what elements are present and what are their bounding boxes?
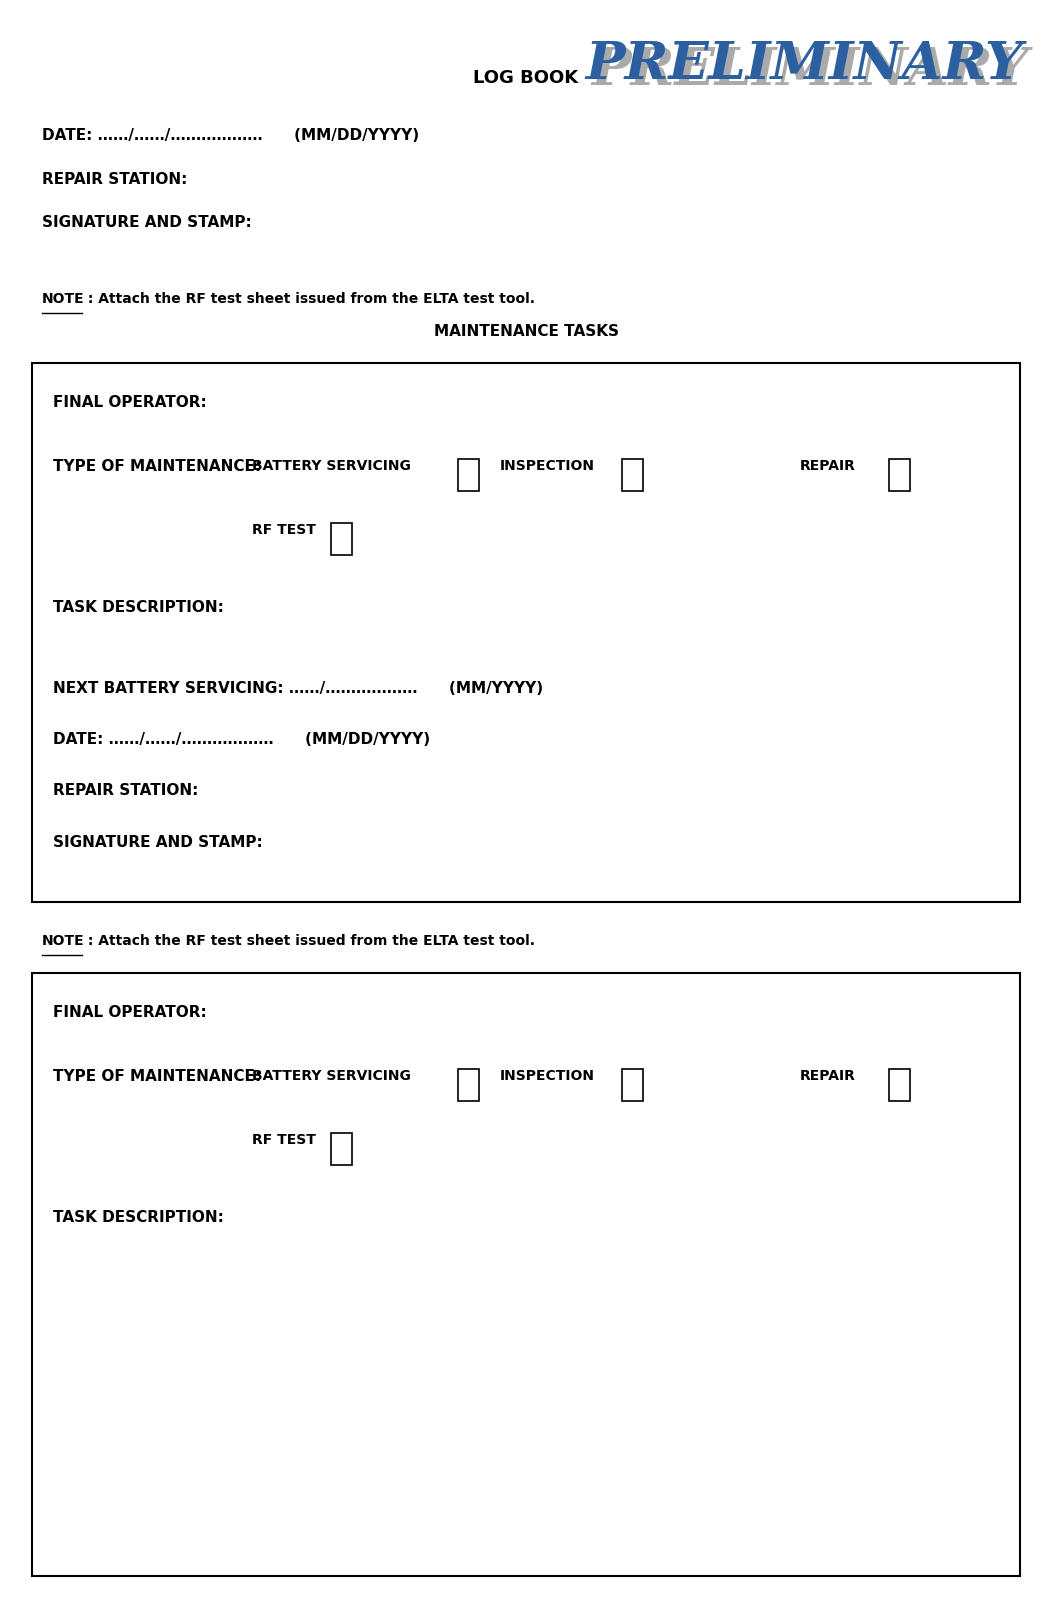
Text: : Attach the RF test sheet issued from the ELTA test tool.: : Attach the RF test sheet issued from t… [83,292,535,307]
Bar [458,1069,479,1101]
Text: DATE: ……/……/………………      (MM/DD/YYYY): DATE: ……/……/……………… (MM/DD/YYYY) [42,128,419,143]
Text: RF TEST: RF TEST [252,1133,317,1148]
Text: REPAIR: REPAIR [800,1069,855,1083]
Text: SIGNATURE AND STAMP:: SIGNATURE AND STAMP: [42,215,251,230]
Text: RF TEST: RF TEST [252,523,317,538]
Bar [331,1133,352,1165]
Text: TASK DESCRIPTION:: TASK DESCRIPTION: [53,600,223,615]
Text: TYPE OF MAINTENANCE:: TYPE OF MAINTENANCE: [53,459,261,473]
Text: MAINTENANCE TASKS: MAINTENANCE TASKS [433,324,619,339]
Text: REPAIR: REPAIR [800,459,855,473]
Text: BATTERY SERVICING: BATTERY SERVICING [252,1069,411,1083]
Text: PRELIMINARY: PRELIMINARY [591,45,1029,96]
Bar [458,459,479,491]
Text: SIGNATURE AND STAMP:: SIGNATURE AND STAMP: [53,835,262,849]
Text: TASK DESCRIPTION:: TASK DESCRIPTION: [53,1210,223,1225]
Bar [32,363,1020,902]
Text: BATTERY SERVICING: BATTERY SERVICING [252,459,411,473]
Text: NEXT BATTERY SERVICING: ……/………………      (MM/YYYY): NEXT BATTERY SERVICING: ……/……………… (MM/YY… [53,681,543,695]
Text: FINAL OPERATOR:: FINAL OPERATOR: [53,395,206,409]
Text: TYPE OF MAINTENANCE:: TYPE OF MAINTENANCE: [53,1069,261,1083]
Bar [889,459,910,491]
Text: NOTE: NOTE [42,292,85,307]
Bar [32,973,1020,1576]
Text: INSPECTION: INSPECTION [500,459,594,473]
Text: LOG BOOK: LOG BOOK [473,69,579,87]
Bar [331,523,352,555]
Bar [622,1069,643,1101]
Text: REPAIR STATION:: REPAIR STATION: [53,783,198,798]
Text: DATE: ……/……/………………      (MM/DD/YYYY): DATE: ……/……/……………… (MM/DD/YYYY) [53,732,429,746]
Text: : Attach the RF test sheet issued from the ELTA test tool.: : Attach the RF test sheet issued from t… [83,934,535,949]
Bar [622,459,643,491]
Text: NOTE: NOTE [42,934,85,949]
Text: REPAIR STATION:: REPAIR STATION: [42,172,187,186]
Text: FINAL OPERATOR:: FINAL OPERATOR: [53,1005,206,1019]
Text: INSPECTION: INSPECTION [500,1069,594,1083]
Text: PRELIMINARY: PRELIMINARY [585,39,1023,90]
Bar [889,1069,910,1101]
